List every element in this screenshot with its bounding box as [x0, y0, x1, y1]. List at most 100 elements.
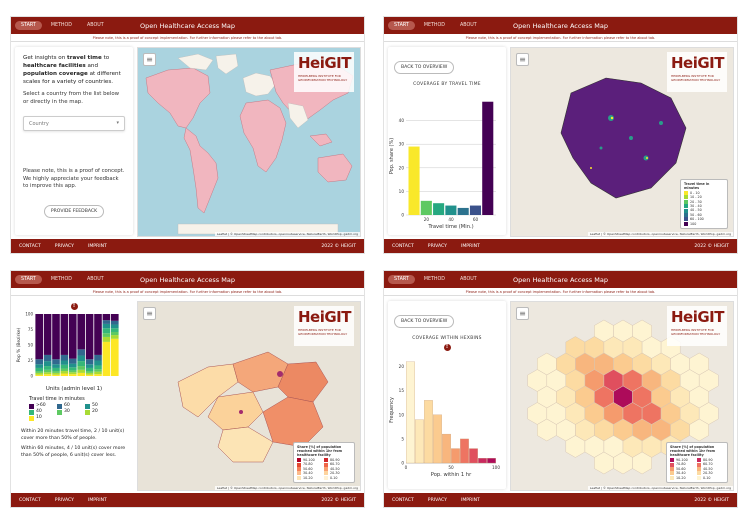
y-tick-label: 5: [401, 436, 404, 441]
stack-segment: [43, 374, 52, 376]
tab-start[interactable]: START: [15, 275, 42, 284]
legend-swatch: [684, 221, 688, 226]
bar: [420, 200, 432, 215]
legend-entry: 60-70: [697, 462, 724, 467]
legend-label: 40 - 50: [690, 208, 702, 213]
histogram-bar: [487, 458, 496, 464]
x-tick-label: 100: [492, 465, 500, 470]
stack-segment: [52, 374, 60, 376]
back-to-overview-button[interactable]: BACK TO OVERVIEW: [394, 315, 455, 328]
layers-icon[interactable]: ≡: [143, 53, 156, 66]
y-tick-label: 10: [399, 412, 405, 417]
tab-method[interactable]: METHOD: [423, 23, 445, 28]
stack-segment: [77, 361, 85, 367]
layers-icon[interactable]: ≡: [143, 307, 156, 320]
legend-label: 40-50: [330, 466, 340, 471]
tab-about[interactable]: ABOUT: [87, 277, 104, 282]
footer-privacy-link[interactable]: PRIVACY: [427, 243, 447, 249]
legend-swatch: [324, 471, 328, 476]
hex-map[interactable]: ≡ HeiGIT HEIDELBERG INSTITUTE FOR GEOINF…: [510, 301, 734, 491]
tab-about[interactable]: ABOUT: [87, 23, 104, 28]
legend-entry: 30-40: [670, 471, 697, 476]
map-attribution[interactable]: Leaflet | © OpenStreetMap contributors, …: [214, 232, 360, 236]
layers-icon[interactable]: ≡: [516, 53, 529, 66]
y-tick-label: 10: [399, 189, 405, 194]
notice-banner: Please note, this is a proof of concept …: [11, 288, 364, 296]
stack-segment: [85, 359, 94, 365]
legend-entry: 50-60: [297, 467, 324, 471]
footer-imprint-link[interactable]: IMPRINT: [460, 243, 480, 249]
legend-entry: 50: [85, 403, 113, 409]
stack-segment: [94, 374, 102, 376]
tab-method[interactable]: METHOD: [50, 277, 72, 282]
country-select[interactable]: Country ▾: [23, 116, 125, 131]
map-attribution[interactable]: Leaflet | © OpenStreetMap contributors, …: [587, 486, 733, 490]
stack-segment: [85, 371, 94, 373]
legend-entry: 40 - 50: [684, 208, 724, 213]
stack-segment: [69, 367, 77, 371]
stack-segment: [102, 314, 111, 321]
tab-about[interactable]: ABOUT: [460, 23, 477, 28]
footer-privacy-link[interactable]: PRIVACY: [54, 243, 74, 249]
map-attribution[interactable]: Leaflet | © OpenStreetMap contributors, …: [214, 486, 360, 490]
legend-swatch: [57, 410, 62, 415]
tab-start[interactable]: START: [15, 21, 42, 30]
legend-label: 50-60: [676, 466, 686, 471]
legend-entry: 40: [29, 409, 57, 415]
footer-contact-link[interactable]: CONTACT: [392, 243, 414, 249]
map-attribution[interactable]: Leaflet | © OpenStreetMap contributors, …: [587, 232, 733, 236]
legend-label: 100: [690, 221, 697, 226]
copyright: 2022 © HEIGIT: [321, 497, 356, 503]
footer-contact-link[interactable]: CONTACT: [19, 497, 41, 503]
legend-swatch: [85, 410, 90, 415]
alert-icon[interactable]: !: [443, 344, 451, 351]
country-map-svg: [511, 48, 733, 236]
tab-method[interactable]: METHOD: [423, 277, 445, 282]
country-map[interactable]: ≡ HeiGIT HEIDELBERG INSTITUTE FOR GEOINF…: [510, 47, 734, 237]
legend-label: 30 - 40: [690, 203, 702, 208]
stack-segment: [94, 314, 102, 355]
stack-segment: [43, 366, 52, 370]
stack-segment: [85, 314, 94, 360]
bar: [445, 205, 457, 215]
tab-about[interactable]: ABOUT: [460, 277, 477, 282]
histogram-bar: [469, 448, 478, 464]
legend-label: 90-100: [303, 457, 315, 462]
legend-entry: 20: [85, 409, 113, 415]
legend-entry: 70-80: [297, 462, 324, 467]
tab-start[interactable]: START: [388, 275, 415, 284]
footer-contact-link[interactable]: CONTACT: [392, 497, 414, 503]
tab-start[interactable]: START: [388, 21, 415, 30]
legend-entry: 30 - 40: [684, 203, 724, 209]
world-map[interactable]: ≡ HeiGIT HEIDELBERG INSTITUTE FOR GEOINF…: [137, 47, 361, 237]
alert-icon[interactable]: !: [70, 303, 78, 310]
admin-map[interactable]: ≡ HeiGIT HEIDELBERG INSTITUTE FOR GEOINF…: [137, 301, 361, 491]
back-to-overview-button[interactable]: BACK TO OVERVIEW: [394, 61, 455, 74]
tab-method[interactable]: METHOD: [50, 23, 72, 28]
intro-text: Get insights on travel time to healthcar…: [23, 55, 121, 85]
footer-imprint-link[interactable]: IMPRINT: [87, 243, 107, 249]
footer-privacy-link[interactable]: PRIVACY: [54, 497, 74, 503]
legend-label: 60-70: [703, 462, 713, 467]
stack-segment: [77, 366, 85, 370]
stack-segment: [69, 358, 77, 364]
stack-segment: [111, 335, 119, 339]
legend-swatch: [29, 410, 34, 415]
admin-map-svg: [177, 351, 329, 463]
footer-privacy-link[interactable]: PRIVACY: [427, 497, 447, 503]
y-tick-label: 40: [399, 118, 405, 123]
stack-segment: [43, 372, 52, 375]
footer-contact-link[interactable]: CONTACT: [19, 243, 41, 249]
stack-segment: [60, 354, 69, 361]
legend-label: 20-30: [703, 471, 713, 476]
footer-imprint-link[interactable]: IMPRINT: [460, 497, 480, 503]
histogram-bar: [433, 414, 442, 464]
layers-icon[interactable]: ≡: [516, 307, 529, 320]
legend-entry: 90-100: [670, 458, 697, 463]
footer-imprint-link[interactable]: IMPRINT: [87, 497, 107, 503]
screen-travel-time: START METHOD ABOUT Open Healthcare Acces…: [383, 16, 738, 254]
stack-segment: [60, 368, 69, 372]
legend-entry: 0-10: [324, 476, 351, 480]
stack-segment: [94, 354, 102, 361]
provide-feedback-button[interactable]: PROVIDE FEEDBACK: [43, 204, 105, 218]
